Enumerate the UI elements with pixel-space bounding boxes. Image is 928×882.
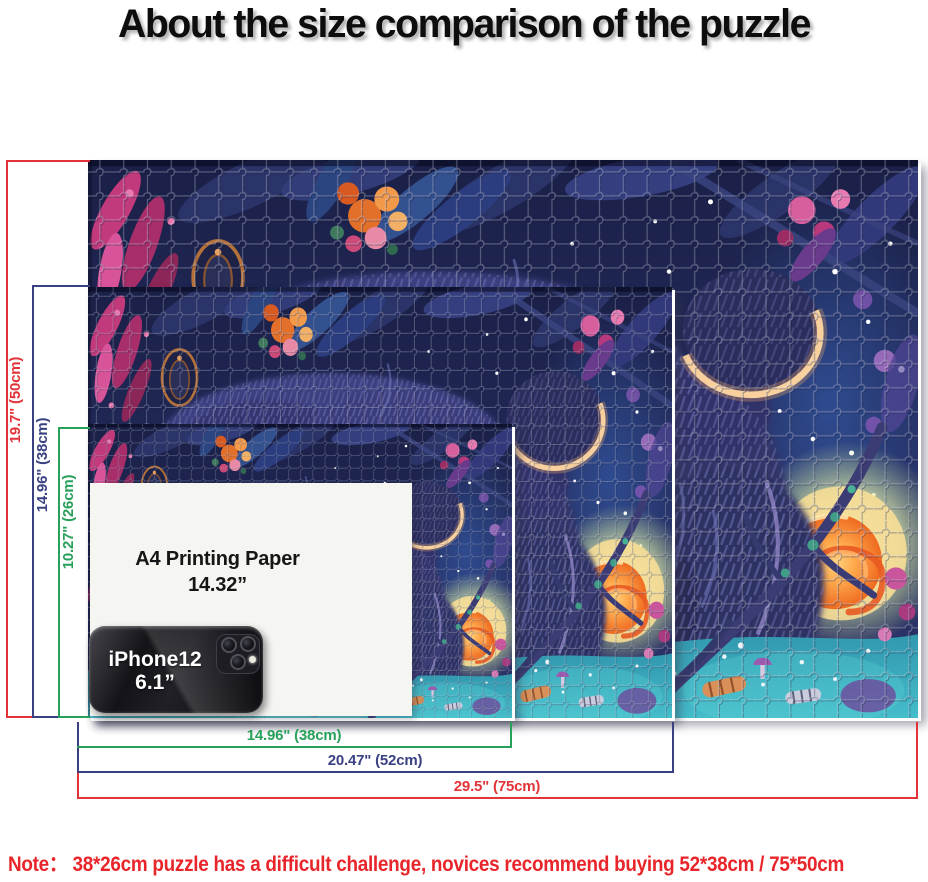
height-label-26cm: 10.27" (26cm) xyxy=(60,474,77,570)
height-bracket-50cm xyxy=(6,160,8,718)
camera-module-icon xyxy=(216,634,260,674)
camera-lens-icon xyxy=(221,637,237,653)
iphone-reference: iPhone12 6.1” xyxy=(89,626,263,713)
width-bracket-38cm-tick xyxy=(510,722,512,748)
iphone-label: iPhone12 6.1” xyxy=(89,648,221,694)
height-bracket-50cm-tick xyxy=(6,160,90,162)
width-label-75cm: 29.5" (75cm) xyxy=(453,778,541,795)
height-label-50cm: 19.7" (50cm) xyxy=(7,356,24,444)
width-bracket-52cm-tick xyxy=(672,722,674,773)
height-label-38cm: 14.96" (38cm) xyxy=(34,417,51,513)
height-bracket-38cm-tick xyxy=(32,285,90,287)
height-bracket-26cm-tick xyxy=(58,427,90,429)
width-bracket-75cm xyxy=(77,797,918,799)
a4-paper-label: A4 Printing Paper 14.32” xyxy=(100,546,335,598)
height-bracket-38cm xyxy=(32,285,34,718)
width-bracket-38cm xyxy=(77,746,512,748)
a4-paper-size: 14.32” xyxy=(188,574,247,596)
page-title: About the size comparison of the puzzle xyxy=(118,2,811,46)
width-bracket-75cm-tick xyxy=(916,722,918,799)
camera-lens-icon xyxy=(240,636,256,652)
iphone-size: 6.1” xyxy=(135,671,175,694)
camera-lens-icon xyxy=(230,654,246,670)
height-bracket-26cm xyxy=(58,427,60,718)
width-label-52cm: 20.47" (52cm) xyxy=(327,752,423,769)
camera-flash-icon xyxy=(249,656,256,663)
height-bracket-26cm-tick xyxy=(58,716,90,718)
width-label-38cm: 14.96" (38cm) xyxy=(246,727,342,744)
width-bracket-52cm xyxy=(77,771,674,773)
a4-paper-name: A4 Printing Paper xyxy=(135,548,300,570)
difficulty-note: Note： 38*26cm puzzle has a difficult cha… xyxy=(8,853,844,876)
iphone-name: iPhone12 xyxy=(108,648,202,671)
